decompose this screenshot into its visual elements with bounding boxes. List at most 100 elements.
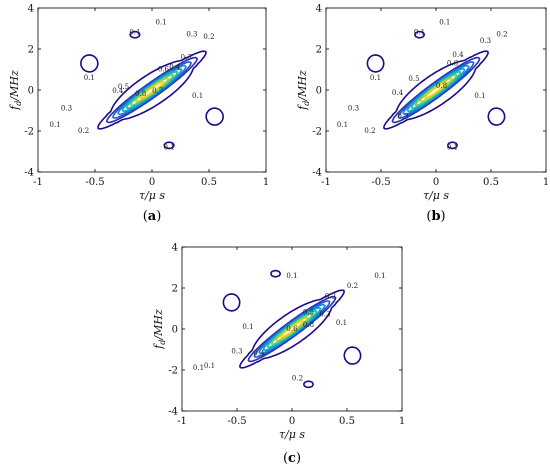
contour-label: 0.4 [452,51,464,59]
contour-level-0-7 [414,74,458,106]
y-axis-label: fd/MHz [152,309,167,350]
x-tick-label: 1 [263,177,269,188]
contour-label: 0.4 [112,87,124,95]
x-tick-label: -0.5 [371,177,390,188]
contour-label: 0.7 [152,87,163,95]
contour-label: 0.2 [347,282,358,290]
chart-panel-a: 0.10.10.10.20.30.30.40.50.60.70.80.40.30… [8,4,269,225]
x-tick-label: -1 [33,177,43,188]
contour-label: 0.1 [337,121,348,129]
y-tick-label: -4 [168,407,178,418]
contour-level-0-1 [366,30,506,150]
contour-label: 0.1 [336,319,347,327]
contour-label: 0.1 [414,29,425,37]
contour-level-0-8 [275,316,309,342]
y-tick-label: 4 [172,243,178,254]
contour-label: 0.1 [286,272,297,280]
y-tick-label: 2 [172,284,178,295]
contour-level-0-9 [424,81,448,99]
y-tick-label: -2 [24,127,34,138]
contour-level-0-2 [247,295,337,363]
contour-level-0-3 [253,300,331,358]
contour-label: 0.2 [203,33,214,41]
contour-label: 0.4 [169,64,181,72]
contour-label: 0.1 [156,18,167,26]
contour-level-0-1 [222,269,362,389]
contour-level-0-8 [419,77,453,103]
contour-label: 0.5 [118,83,129,91]
panel-label: (a) [143,209,162,224]
x-tick-label: 1 [399,416,405,427]
contour-label: 0.1 [474,92,485,100]
contour-level-0-9 [280,320,304,338]
contour-lines [222,269,362,389]
contour-label: 0.1 [84,74,95,82]
contour-label: 0.4 [253,350,265,358]
y-tick-label: -4 [24,168,34,179]
contour-label: 0.2 [325,292,336,300]
contour-level-0-2 [106,56,198,124]
contour-label: 0.1 [242,323,253,331]
contour-label: 0.8 [135,90,146,98]
x-tick-label: -0.5 [85,177,104,188]
contour-label: 0.1 [204,362,215,370]
y-tick-label: 0 [172,325,178,336]
x-axis-label: τ/μ s [139,189,165,202]
y-tick-label: 2 [28,45,34,56]
contour-level-0-1 [80,30,224,150]
contour-label: 0.3 [186,31,197,39]
contour-label: 0.3 [231,348,242,356]
contour-label: 0.3 [397,113,408,121]
chart-panel-b: 0.10.10.10.20.30.30.40.50.60.80.40.30.10… [296,4,549,225]
contour-label: 0.1 [164,143,175,151]
contour-label: 0.1 [374,272,385,280]
contour-level-0-3 [112,61,192,119]
x-tick-label: -0.5 [227,416,246,427]
contour-label: 0.6 [447,59,459,67]
contour-label: 0.1 [193,364,204,372]
chart-panel-c: 0.10.20.10.10.30.20.40.60.80.5 0.30.10.10… [152,243,405,467]
y-tick-label: 4 [28,4,34,15]
panel-label: (b) [426,209,445,224]
x-tick-label: -1 [321,177,331,188]
contour-lines [80,30,224,150]
axes-frame [325,7,547,173]
contour-label: 0.2 [292,374,303,382]
contour-lines [366,30,506,150]
contour-label: 0.6 [158,66,170,74]
y-tick-label: -2 [168,366,178,377]
contour-level-0-9 [139,81,165,99]
contour-label: 0.1 [447,143,458,151]
contour-label: 0.3 [319,311,330,319]
contour-label: 0.5 [408,75,419,83]
contour-label: 0.1 [129,29,140,37]
contour-label: 0.5 [303,309,314,317]
x-axis-label: τ/μ s [423,189,449,202]
panel-label: (c) [283,451,301,466]
x-tick-label: -1 [177,416,187,427]
contour-label: 0.1 [50,121,61,129]
x-tick-label: 0 [433,177,439,188]
x-tick-label: 0 [149,177,155,188]
contour-label: 0.2 [364,127,375,135]
contour-label: 0.4 [392,89,404,97]
y-tick-label: -4 [312,168,322,179]
y-tick-label: 0 [28,86,34,97]
contour-label: 0.2 [78,127,89,135]
contour-label: 0.2 [496,31,507,39]
contour-label: 0.8 [303,321,314,329]
contour-label: 0.3 [348,105,359,113]
contour-label: 0.6 [286,325,298,333]
contour-label: 0.3 [181,53,192,61]
contour-label: 0.3 [61,105,72,113]
y-tick-label: 4 [316,4,322,15]
x-tick-label: 0.5 [201,177,217,188]
x-tick-label: 1 [543,177,549,188]
x-tick-label: 0.5 [483,177,499,188]
contour-level-0-2 [391,56,481,124]
contour-label: 0.8 [436,82,447,90]
x-axis-label: τ/μ s [279,428,305,441]
x-tick-label: 0 [289,416,295,427]
y-tick-label: -2 [312,127,322,138]
